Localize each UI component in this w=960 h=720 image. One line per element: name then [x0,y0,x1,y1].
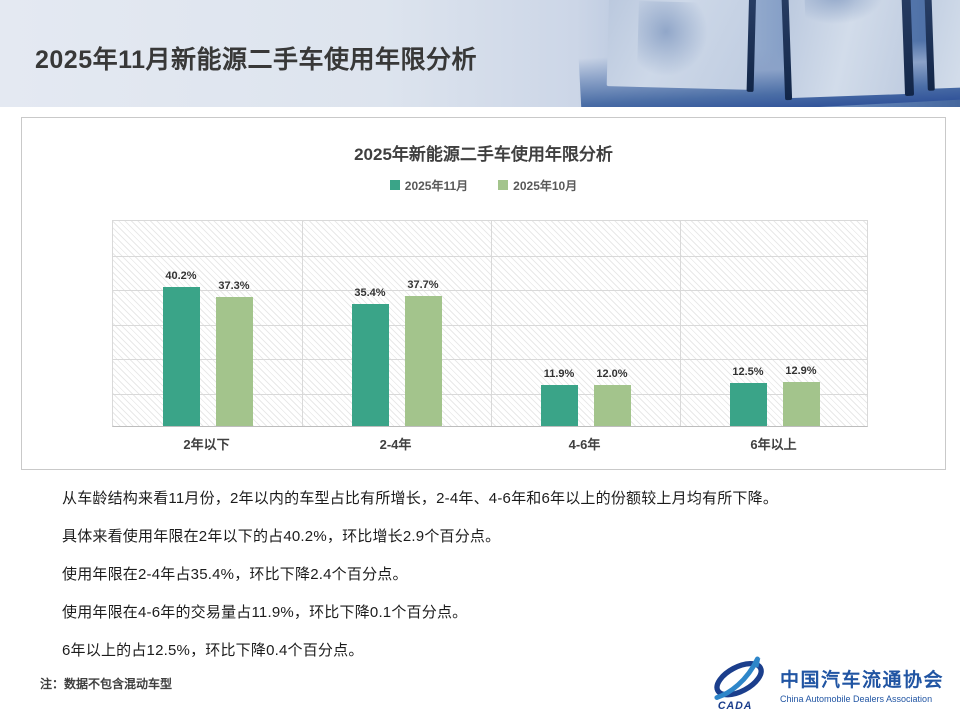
bar-value-label: 35.4% [354,286,386,299]
bar-group-1: 35.4% 37.7% [302,221,491,426]
bar-rect [351,303,389,426]
chart-legend: 2025年11月 2025年10月 [22,177,945,193]
bar-rect [215,297,253,426]
bar-2025年10月-6年以上: 12.9% [782,364,820,426]
bar-2025年10月-2-4年: 37.7% [404,278,442,426]
x-axis-label-2: 4-6年 [568,437,601,452]
gridline-vertical [680,221,681,426]
cube-graphic [606,0,757,92]
bar-value-label: 11.9% [543,367,575,380]
bar-2025年11月-2-4年: 35.4% [351,286,389,426]
bar-rect [729,382,767,426]
bar-group-3: 12.5% 12.9% [680,221,869,426]
bar-rect [782,381,820,426]
x-axis-label-1: 2-4年 [379,437,412,452]
legend-label: 2025年11月 [404,178,469,193]
legend-swatch-icon [389,180,400,190]
x-axis-label-0: 2年以下 [183,437,230,452]
gridline-vertical [302,221,303,426]
chart-card: 2025年新能源二手车使用年限分析 2025年11月 2025年10月 40.2%… [21,117,946,470]
bar-group-2: 11.9% 12.0% [491,221,680,426]
bar-2025年11月-2年以下: 40.2% [162,270,200,426]
page-title: 2025年11月新能源二手车使用年限分析 [35,46,478,74]
analysis-paragraph: 具体来看使用年限在2年以下的占40.2%，环比增长2.9个百分点。 [62,528,501,545]
x-axis-label-3: 6年以上 [750,437,797,452]
analysis-paragraph: 6年以上的占12.5%，环比下降0.4个百分点。 [62,642,364,659]
gridline-horizontal [113,393,867,395]
bar-rect [404,295,442,426]
chart-plot-area: 40.2% 37.3% 35.4% 37.7% 11.9% 12.0% 12.5% 12.9% [112,220,868,427]
bar-value-label: 12.5% [732,365,764,378]
cada-logo: CADA 中国汽车流通协会 China Automobile Dealers A… [710,656,944,712]
legend-item-0: 2025年11月 [389,177,469,194]
logo-org-name-cn: 中国汽车流通协会 [779,669,944,691]
chart-title: 2025年新能源二手车使用年限分析 [354,145,613,164]
gridline-horizontal [113,290,867,291]
bar-rect [593,384,631,426]
legend-label: 2025年10月 [513,178,578,193]
cube-graphic [924,0,960,91]
gridline-horizontal [113,359,867,360]
legend-swatch-icon [498,180,509,190]
legend-item-1: 2025年10月 [498,177,577,194]
gridline-vertical [491,221,492,426]
x-axis-labels: 2年以下 2-4年 4-6年 6年以上 [112,434,868,456]
footnote: 注：数据不包含混动车型 [40,677,173,691]
bar-2025年10月-4-6年: 12.0% [593,367,631,426]
bar-rect [540,384,578,426]
analysis-paragraph: 使用年限在2-4年占35.4%，环比下降2.4个百分点。 [62,566,408,583]
gridline-horizontal [113,255,867,257]
bar-rect [162,287,200,426]
bar-2025年11月-6年以上: 12.5% [729,365,767,426]
cada-emblem-icon: CADA [714,656,764,712]
header-banner: 2025年11月新能源二手车使用年限分析 [0,0,960,107]
cube-graphic [781,0,915,101]
bar-value-label: 40.2% [165,270,197,283]
bar-2025年11月-4-6年: 11.9% [540,367,578,426]
analysis-paragraph: 从车龄结构来看11月份，2年以内的车型占比有所增长，2-4年、4-6年和6年以上… [62,490,779,507]
bar-value-label: 12.9% [785,364,817,377]
bar-value-label: 37.7% [407,278,439,291]
bar-value-label: 12.0% [596,367,628,380]
logo-org-name-en: China Automobile Dealers Association [779,693,933,704]
bar-value-label: 37.3% [218,280,250,293]
gridline-horizontal [113,324,867,326]
svg-text:CADA: CADA [718,700,753,712]
bar-2025年10月-2年以下: 37.3% [215,280,253,426]
analysis-text-block: 从车龄结构来看11月份，2年以内的车型占比有所增长，2-4年、4-6年和6年以上… [62,488,922,678]
bar-group-0: 40.2% 37.3% [113,221,302,426]
analysis-paragraph: 使用年限在4-6年的交易量占11.9%，环比下降0.1个百分点。 [62,604,468,621]
